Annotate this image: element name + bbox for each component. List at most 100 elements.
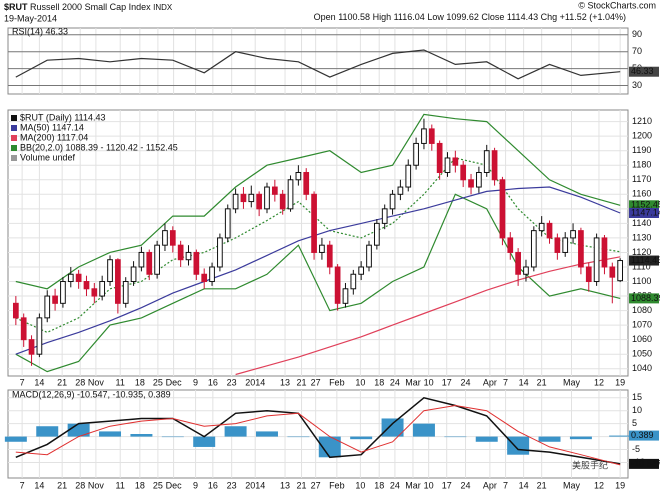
histogram-bar bbox=[318, 436, 341, 458]
candle-body bbox=[28, 339, 35, 355]
x-tick-label: 14 bbox=[519, 377, 529, 387]
x-tick-label: 27 bbox=[311, 377, 321, 387]
candle-body bbox=[201, 273, 208, 283]
bollinger-lower bbox=[15, 193, 621, 373]
x-tick-label: 21 bbox=[537, 377, 547, 387]
x-tick-label: 7 bbox=[20, 480, 25, 490]
candle-body bbox=[209, 266, 215, 283]
panel-label: MACD(12,26,9) -10.547, -10.935, 0.389 bbox=[12, 389, 171, 399]
candle-body bbox=[428, 128, 435, 144]
x-tick-label: 9 bbox=[193, 480, 198, 490]
candle-body bbox=[319, 244, 325, 253]
x-tick-label: Mar bbox=[405, 377, 421, 387]
panel-label: RSI(14) 46.33 bbox=[12, 26, 68, 36]
candle-body bbox=[389, 193, 396, 210]
x-tick-label: 7 bbox=[503, 377, 508, 387]
x-tick-label: 17 bbox=[442, 480, 452, 490]
panel bbox=[7, 109, 629, 377]
quote: Open 1100.58 High 1116.04 Low 1099.62 Cl… bbox=[314, 12, 626, 22]
panel bbox=[7, 27, 629, 95]
x-tick-label: 11 bbox=[116, 377, 125, 387]
candle-body bbox=[75, 273, 82, 283]
x-tick-label: 7 bbox=[503, 480, 508, 490]
legend-swatch bbox=[11, 115, 17, 121]
value-box bbox=[629, 66, 659, 77]
y-tick-label: 1180 bbox=[632, 160, 651, 170]
candle-body bbox=[444, 157, 451, 174]
candle-body bbox=[240, 193, 247, 203]
x-tick-label: 23 bbox=[227, 377, 237, 387]
y-tick-label: 1080 bbox=[632, 305, 652, 315]
candle-body bbox=[468, 179, 474, 188]
x-tick-label: 2014 bbox=[245, 377, 265, 387]
candle-body bbox=[146, 251, 153, 275]
quote-change: Chg +11.52 (+1.04%) bbox=[541, 12, 626, 22]
x-tick-label: 12 bbox=[594, 377, 604, 387]
x-tick-label: 21 bbox=[57, 480, 67, 490]
candle-body bbox=[334, 266, 341, 304]
histogram-bar bbox=[609, 435, 632, 437]
candle-body bbox=[554, 237, 561, 253]
x-tick-label: 18 bbox=[374, 377, 384, 387]
candle-body bbox=[397, 186, 404, 195]
x-tick-label: 24 bbox=[390, 377, 400, 387]
macd-line bbox=[15, 404, 621, 466]
candle-body bbox=[36, 317, 43, 355]
y-tick-label: 1050 bbox=[632, 349, 652, 359]
legend-swatch bbox=[11, 145, 17, 151]
credit: © StockCharts.com bbox=[578, 0, 656, 10]
quote-low: Low 1099.62 bbox=[427, 12, 479, 22]
histogram-bar bbox=[381, 418, 404, 437]
candle-body bbox=[107, 259, 113, 283]
candle-body bbox=[578, 230, 584, 268]
candle-body bbox=[12, 302, 19, 319]
candle-body bbox=[217, 237, 223, 268]
x-tick-label: 16 bbox=[208, 377, 218, 387]
quote-high: High 1116.04 bbox=[373, 12, 425, 22]
value-box-label: 1147.14 bbox=[631, 207, 660, 217]
candle-body bbox=[99, 281, 106, 297]
x-tick-label: 13 bbox=[280, 377, 290, 387]
candle-body bbox=[232, 193, 239, 210]
x-tick-label: Dec bbox=[166, 377, 183, 387]
y-tick-label: 15 bbox=[632, 392, 642, 402]
candle-body bbox=[162, 230, 168, 246]
histogram-bar bbox=[507, 436, 530, 455]
legend-label: BB(20,2.0) 1088.39 - 1120.42 - 1152.45 bbox=[20, 142, 178, 152]
histogram-bar bbox=[161, 436, 184, 438]
candle-body bbox=[52, 295, 58, 304]
value-box-label: 1114.43 bbox=[631, 255, 660, 265]
y-tick-label: 1130 bbox=[632, 232, 651, 242]
histogram-bar bbox=[475, 436, 498, 442]
bollinger-upper bbox=[15, 113, 621, 290]
value-box-label: 46.33 bbox=[631, 66, 654, 76]
candle-body bbox=[60, 281, 66, 304]
histogram-bar bbox=[350, 436, 373, 440]
candle-body bbox=[169, 230, 176, 246]
candle-body bbox=[452, 157, 459, 166]
moving-average bbox=[235, 256, 621, 376]
x-tick-label: 28 bbox=[75, 377, 85, 387]
quote-close: Close 1114.43 bbox=[481, 12, 538, 22]
x-tick-label: 10 bbox=[424, 377, 434, 387]
header-line: $RUT Russell 2000 Small Cap Index INDX bbox=[4, 2, 173, 12]
candle-body bbox=[350, 273, 357, 290]
x-tick-label: 18 bbox=[374, 480, 384, 490]
x-tick-label: Dec bbox=[166, 480, 183, 490]
candle-body bbox=[177, 244, 184, 261]
x-tick-label: 27 bbox=[311, 480, 321, 490]
x-tick-label: 25 bbox=[153, 377, 163, 387]
x-tick-label: 18 bbox=[135, 377, 145, 387]
x-tick-label: 13 bbox=[280, 480, 290, 490]
y-tick-label: -5 bbox=[632, 444, 640, 454]
candle-body bbox=[279, 193, 286, 210]
x-tick-label: Apr bbox=[483, 377, 497, 387]
x-tick-label: 24 bbox=[461, 377, 471, 387]
watermark: 美股手纪 bbox=[572, 459, 608, 470]
candle-body bbox=[295, 172, 302, 181]
candle-body bbox=[138, 251, 145, 268]
y-tick-label: 1200 bbox=[632, 131, 652, 141]
x-tick-label: May bbox=[563, 377, 581, 387]
candle-body bbox=[585, 266, 592, 283]
